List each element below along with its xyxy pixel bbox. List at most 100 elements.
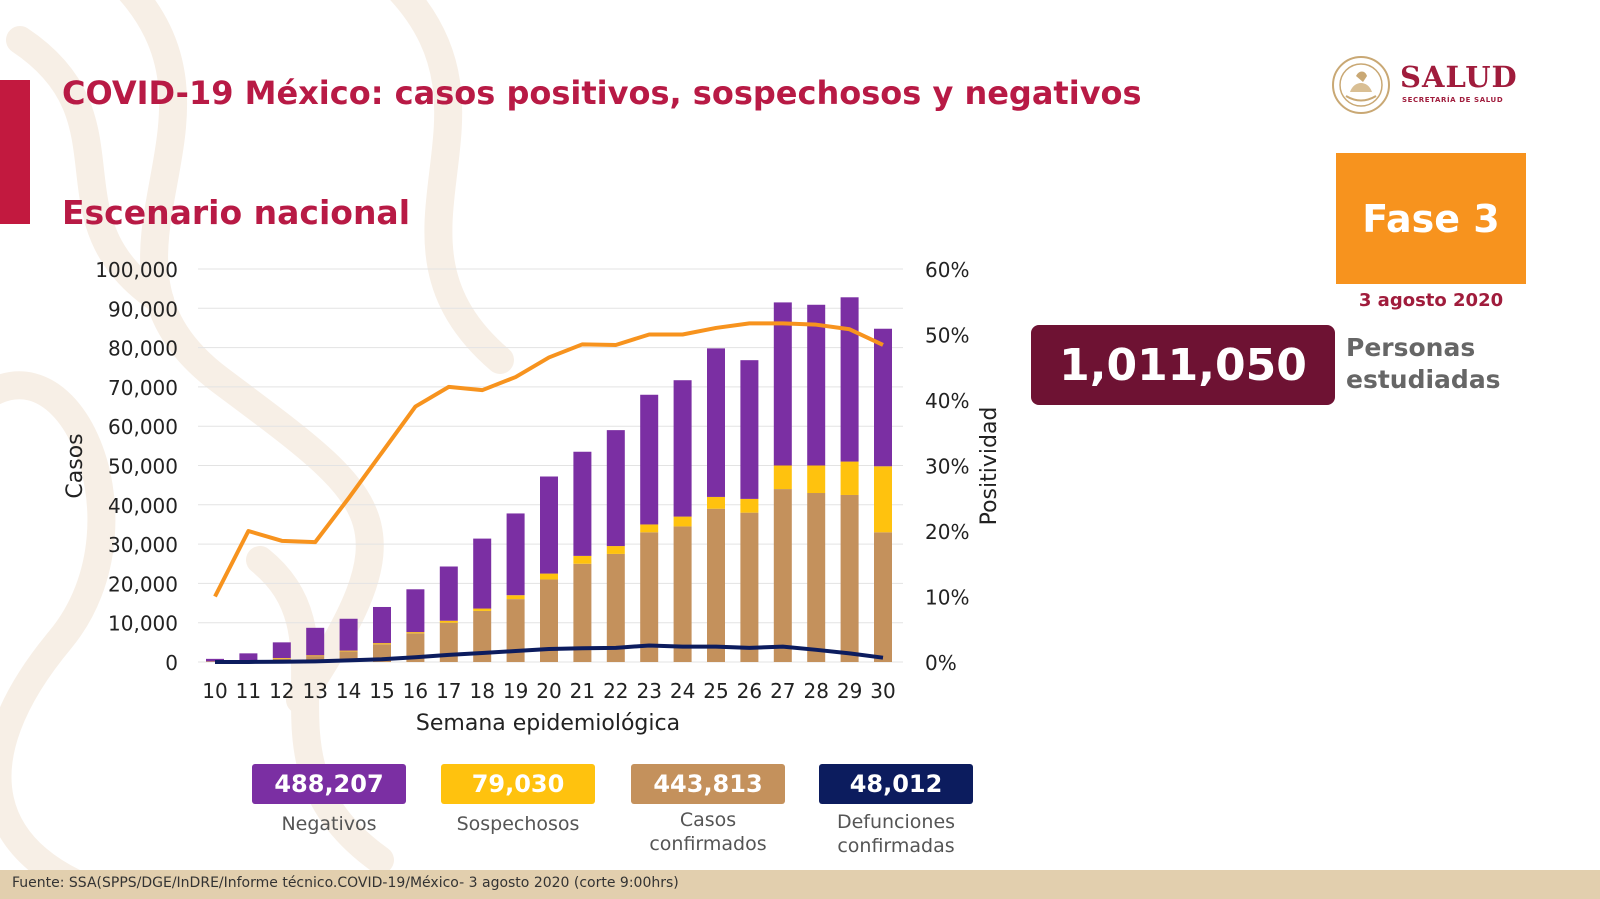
x-axis-title: Semana epidemiológica — [416, 711, 680, 736]
stat-defunciones-label-line2: confirmadas — [837, 835, 955, 857]
x-tick-label: 18 — [469, 679, 494, 703]
stat-defunciones-value: 48,012 — [819, 764, 973, 804]
y-tick-label: 30,000 — [108, 533, 178, 557]
x-tick-label: 20 — [536, 679, 561, 703]
x-tick-label: 25 — [703, 679, 728, 703]
x-tick-label: 26 — [737, 679, 762, 703]
title-accent-bar — [0, 80, 30, 224]
page-title: COVID-19 México: casos positivos, sospec… — [62, 74, 1142, 112]
bar-negativos — [406, 589, 425, 633]
y-tick-label: 70,000 — [108, 376, 178, 400]
bar-confirmados — [773, 489, 792, 662]
y-tick-label: 80,000 — [108, 337, 178, 361]
bar-sospechosos — [540, 573, 558, 580]
bar-negativos — [740, 360, 759, 499]
bar-sospechosos — [740, 498, 759, 513]
total-persons-label: Personas estudiadas — [1346, 332, 1546, 396]
bar-negativos — [473, 538, 492, 609]
stat-defunciones-label: Defunciones confirmadas — [796, 810, 996, 858]
x-tick-label: 17 — [436, 679, 461, 703]
stat-sospechosos-label-line1: Sospechosos — [456, 813, 580, 835]
bar-sospechosos — [807, 465, 826, 494]
bar-sospechosos — [874, 466, 892, 533]
y-tick-label: 50,000 — [108, 455, 178, 479]
y2-axis-title: Positividad — [977, 407, 1002, 526]
x-tick-label: 23 — [636, 679, 661, 703]
bar-negativos — [640, 394, 659, 525]
bar-confirmados — [406, 633, 425, 662]
bar-confirmados — [874, 532, 892, 662]
stat-confirmados-label: Casos confirmados — [608, 808, 808, 856]
y-tick-label: 40,000 — [108, 494, 178, 518]
bar-confirmados — [573, 563, 592, 662]
bar-sospechosos — [473, 608, 492, 611]
total-persons-value: 1,011,050 — [1031, 325, 1335, 405]
x-tick-label: 13 — [302, 679, 327, 703]
x-tick-label: 16 — [403, 679, 428, 703]
salud-logo: SALUD SECRETARÍA DE SALUD — [1330, 54, 1530, 116]
phase-badge: Fase 3 — [1336, 153, 1526, 284]
bar-negativos — [540, 476, 558, 574]
background-pattern — [0, 0, 514, 899]
bar-negativos — [272, 642, 291, 659]
y-tick-label: 90,000 — [108, 297, 178, 321]
stat-sospechosos-label: Sospechosos — [418, 812, 618, 836]
y-tick-label: 10,000 — [108, 612, 178, 636]
bar-confirmados — [439, 622, 458, 662]
bar-sospechosos — [840, 461, 859, 495]
x-tick-label: 10 — [202, 679, 227, 703]
bar-sospechosos — [306, 655, 325, 657]
bar-negativos — [673, 380, 692, 517]
x-tick-label: 22 — [603, 679, 628, 703]
bar-sospechosos — [272, 658, 291, 659]
bar-sospechosos — [406, 632, 425, 634]
bar-negativos — [874, 328, 892, 467]
bar-confirmados — [339, 651, 358, 662]
bar-negativos — [773, 302, 792, 466]
bar-sospechosos — [506, 595, 525, 600]
bar-sospechosos — [673, 516, 692, 527]
bar-negativos — [707, 348, 725, 497]
bar-sospechosos — [606, 546, 625, 554]
bar-confirmados — [640, 532, 659, 662]
page-subtitle: Escenario nacional — [62, 193, 411, 232]
x-tick-label: 11 — [236, 679, 261, 703]
x-tick-label: 14 — [336, 679, 361, 703]
stat-negativos-label-line1: Negativos — [281, 813, 377, 835]
x-tick-label: 27 — [770, 679, 795, 703]
stat-confirmados-value: 443,813 — [631, 764, 785, 804]
x-tick-label: 12 — [269, 679, 294, 703]
bar-confirmados — [740, 512, 759, 662]
bar-sospechosos — [640, 524, 659, 533]
bar-confirmados — [707, 508, 725, 662]
line-positividad — [213, 321, 884, 598]
line-defunciones — [214, 643, 884, 664]
bar-sospechosos — [573, 555, 592, 564]
bar-confirmados — [606, 553, 625, 662]
x-tick-label: 24 — [670, 679, 695, 703]
y2-tick-label: 30% — [925, 455, 969, 479]
stat-defunciones-label-line1: Defunciones — [836, 811, 956, 833]
bar-negativos — [339, 618, 358, 651]
total-persons-label-line1: Personas — [1346, 333, 1476, 362]
y2-tick-label: 10% — [925, 586, 969, 610]
bar-confirmados — [506, 599, 525, 662]
y2-tick-label: 0% — [925, 651, 957, 675]
bar-negativos — [439, 566, 458, 621]
bar-negativos — [306, 627, 325, 656]
bar-negativos — [606, 430, 625, 547]
x-tick-label: 19 — [503, 679, 528, 703]
stat-negativos-label: Negativos — [229, 812, 429, 836]
y2-tick-label: 50% — [925, 324, 969, 348]
stat-confirmados-label-line1: Casos — [679, 809, 737, 831]
bar-sospechosos — [707, 496, 725, 509]
x-tick-label: 15 — [369, 679, 394, 703]
bar-negativos — [840, 297, 859, 462]
footer-bar: Fuente: SSA(SPPS/DGE/InDRE/Informe técni… — [0, 870, 1600, 899]
bar-confirmados — [473, 610, 492, 662]
stat-confirmados-label-line2: confirmados — [649, 833, 767, 855]
y-tick-label: 100,000 — [95, 258, 178, 282]
bar-confirmados — [540, 579, 558, 662]
x-tick-label: 21 — [570, 679, 595, 703]
bar-confirmados — [306, 656, 325, 662]
